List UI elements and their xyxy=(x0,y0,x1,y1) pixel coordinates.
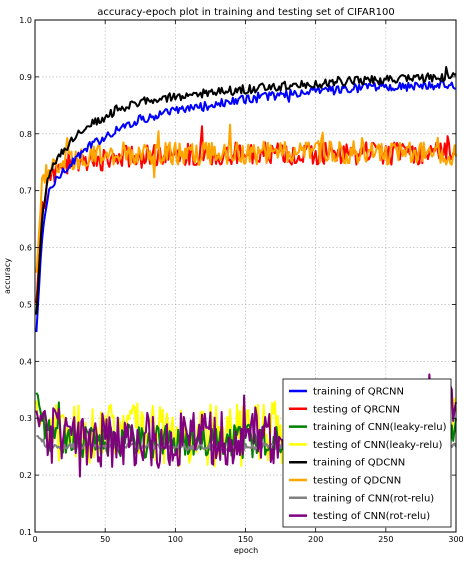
series-line xyxy=(35,66,457,315)
y-tick-label: 0.9 xyxy=(19,73,32,82)
legend-label: testing of CNN(leaky-relu) xyxy=(313,440,443,451)
legend-label: training of QDCNN xyxy=(313,458,405,469)
legend-label: testing of CNN(rot-relu) xyxy=(313,511,430,522)
y-tick-label: 0.4 xyxy=(19,357,32,366)
legend-label: training of QRCNN xyxy=(313,387,404,398)
y-axis-label: accuracy xyxy=(3,258,12,294)
x-tick-label: 150 xyxy=(238,535,253,544)
x-tick-label: 200 xyxy=(308,535,323,544)
legend-label: training of CNN(rot-relu) xyxy=(313,493,434,504)
x-tick-label: 50 xyxy=(100,535,110,544)
x-tick-label: 250 xyxy=(378,535,393,544)
y-tick-label: 0.1 xyxy=(19,528,32,537)
x-tick-label: 100 xyxy=(168,535,183,544)
series-line xyxy=(35,123,457,273)
legend-box xyxy=(282,378,452,528)
legend-label: testing of QRCNN xyxy=(313,404,400,415)
y-tick-label: 0.6 xyxy=(19,244,32,253)
y-tick-label: 0.7 xyxy=(19,187,32,196)
y-tick-label: 0.3 xyxy=(19,414,32,423)
x-axis-label: epoch xyxy=(234,546,258,555)
legend: training of QRCNN testing of QRCNN trainin… xyxy=(282,378,452,528)
y-tick-label: 0.5 xyxy=(19,300,32,309)
y-tick-label: 0.2 xyxy=(19,471,32,480)
x-tick-label: 0 xyxy=(32,535,37,544)
y-tick-label: 0.8 xyxy=(19,130,32,139)
series-line xyxy=(35,80,457,333)
legend-label: training of CNN(leaky-relu) xyxy=(313,422,447,433)
chart-title: accuracy-epoch plot in training and test… xyxy=(97,7,395,18)
ticks: 0 50 100 150 200 250 300 0.1 0.2 0.3 0.4 0.5 0.6 0.7 0… xyxy=(19,16,463,544)
x-tick-label: 300 xyxy=(448,535,463,544)
legend-label: testing of QDCNN xyxy=(313,476,401,487)
y-tick-label: 1.0 xyxy=(19,16,32,25)
